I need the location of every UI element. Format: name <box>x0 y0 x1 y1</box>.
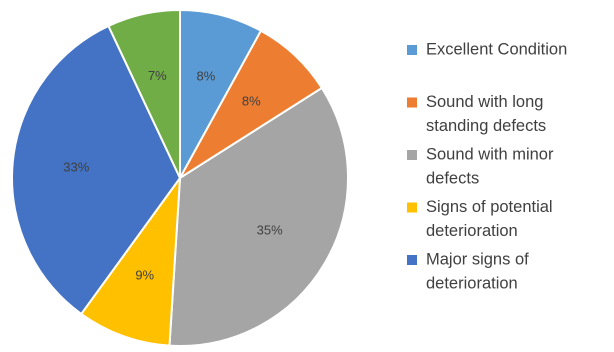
slice-label-5: 7% <box>148 68 167 83</box>
legend-swatch-2 <box>407 150 417 160</box>
legend-label-3-line-1: deterioration <box>426 222 518 240</box>
pie-slice-3 <box>79 174 182 347</box>
pie-slice-4 <box>11 24 182 316</box>
legend-swatch-1 <box>407 97 417 108</box>
slice-label-3: 9% <box>135 267 154 282</box>
legend-label-2-line-1: defects <box>426 169 479 187</box>
pie-slice-5 <box>107 8 181 179</box>
slice-label-4: 33% <box>63 160 89 175</box>
legend-label-3-line-0: Signs of potential <box>426 198 553 216</box>
slice-label-1: 8% <box>242 94 261 109</box>
legend-swatch-3 <box>407 202 417 213</box>
pie-slice-2 <box>168 86 349 347</box>
legend-label-4-line-0: Major signs of <box>426 250 529 268</box>
legend-label-2-line-0: Sound with minor <box>426 145 554 163</box>
legend-label-4-line-1: deterioration <box>426 274 518 292</box>
legend-label-1-line-0: Sound with long <box>426 93 543 111</box>
legend-swatch-4 <box>407 255 417 265</box>
legend-label-1-line-1: standing defects <box>426 117 546 135</box>
legend-swatch-0 <box>407 45 417 55</box>
slice-label-0: 8% <box>197 69 216 84</box>
slice-label-2: 35% <box>257 222 283 237</box>
legend-label-0-line-0: Excellent Condition <box>426 40 567 58</box>
